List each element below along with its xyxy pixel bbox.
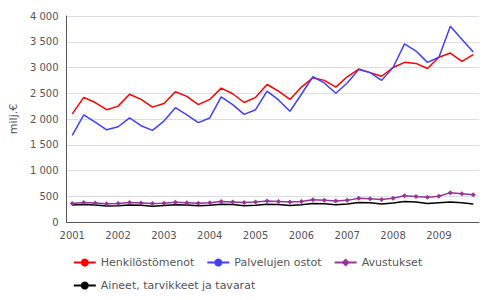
svg-text:Palvelujen ostot: Palvelujen ostot	[234, 256, 322, 269]
svg-text:2001: 2001	[60, 230, 85, 241]
svg-text:Henkilöstömenot: Henkilöstömenot	[101, 256, 195, 269]
svg-text:0: 0	[52, 217, 58, 228]
svg-text:Aineet, tarvikkeet ja tavarat: Aineet, tarvikkeet ja tavarat	[101, 279, 256, 292]
svg-text:2005: 2005	[243, 230, 268, 241]
svg-text:2003: 2003	[151, 230, 176, 241]
svg-text:2 500: 2 500	[30, 88, 59, 99]
svg-text:2006: 2006	[289, 230, 314, 241]
svg-text:3 000: 3 000	[30, 62, 59, 73]
svg-text:2 000: 2 000	[30, 114, 59, 125]
svg-text:1 500: 1 500	[30, 139, 59, 150]
svg-text:500: 500	[39, 191, 58, 202]
svg-text:2007: 2007	[335, 230, 360, 241]
svg-text:1 000: 1 000	[30, 165, 59, 176]
svg-text:3 500: 3 500	[30, 36, 59, 47]
svg-text:2002: 2002	[105, 230, 130, 241]
svg-text:2008: 2008	[380, 230, 405, 241]
svg-text:2004: 2004	[197, 230, 222, 241]
svg-text:2009: 2009	[426, 230, 451, 241]
svg-text:4 000: 4 000	[30, 11, 59, 22]
svg-text:milj.€: milj.€	[7, 104, 20, 134]
svg-text:Avustukset: Avustukset	[362, 256, 423, 269]
